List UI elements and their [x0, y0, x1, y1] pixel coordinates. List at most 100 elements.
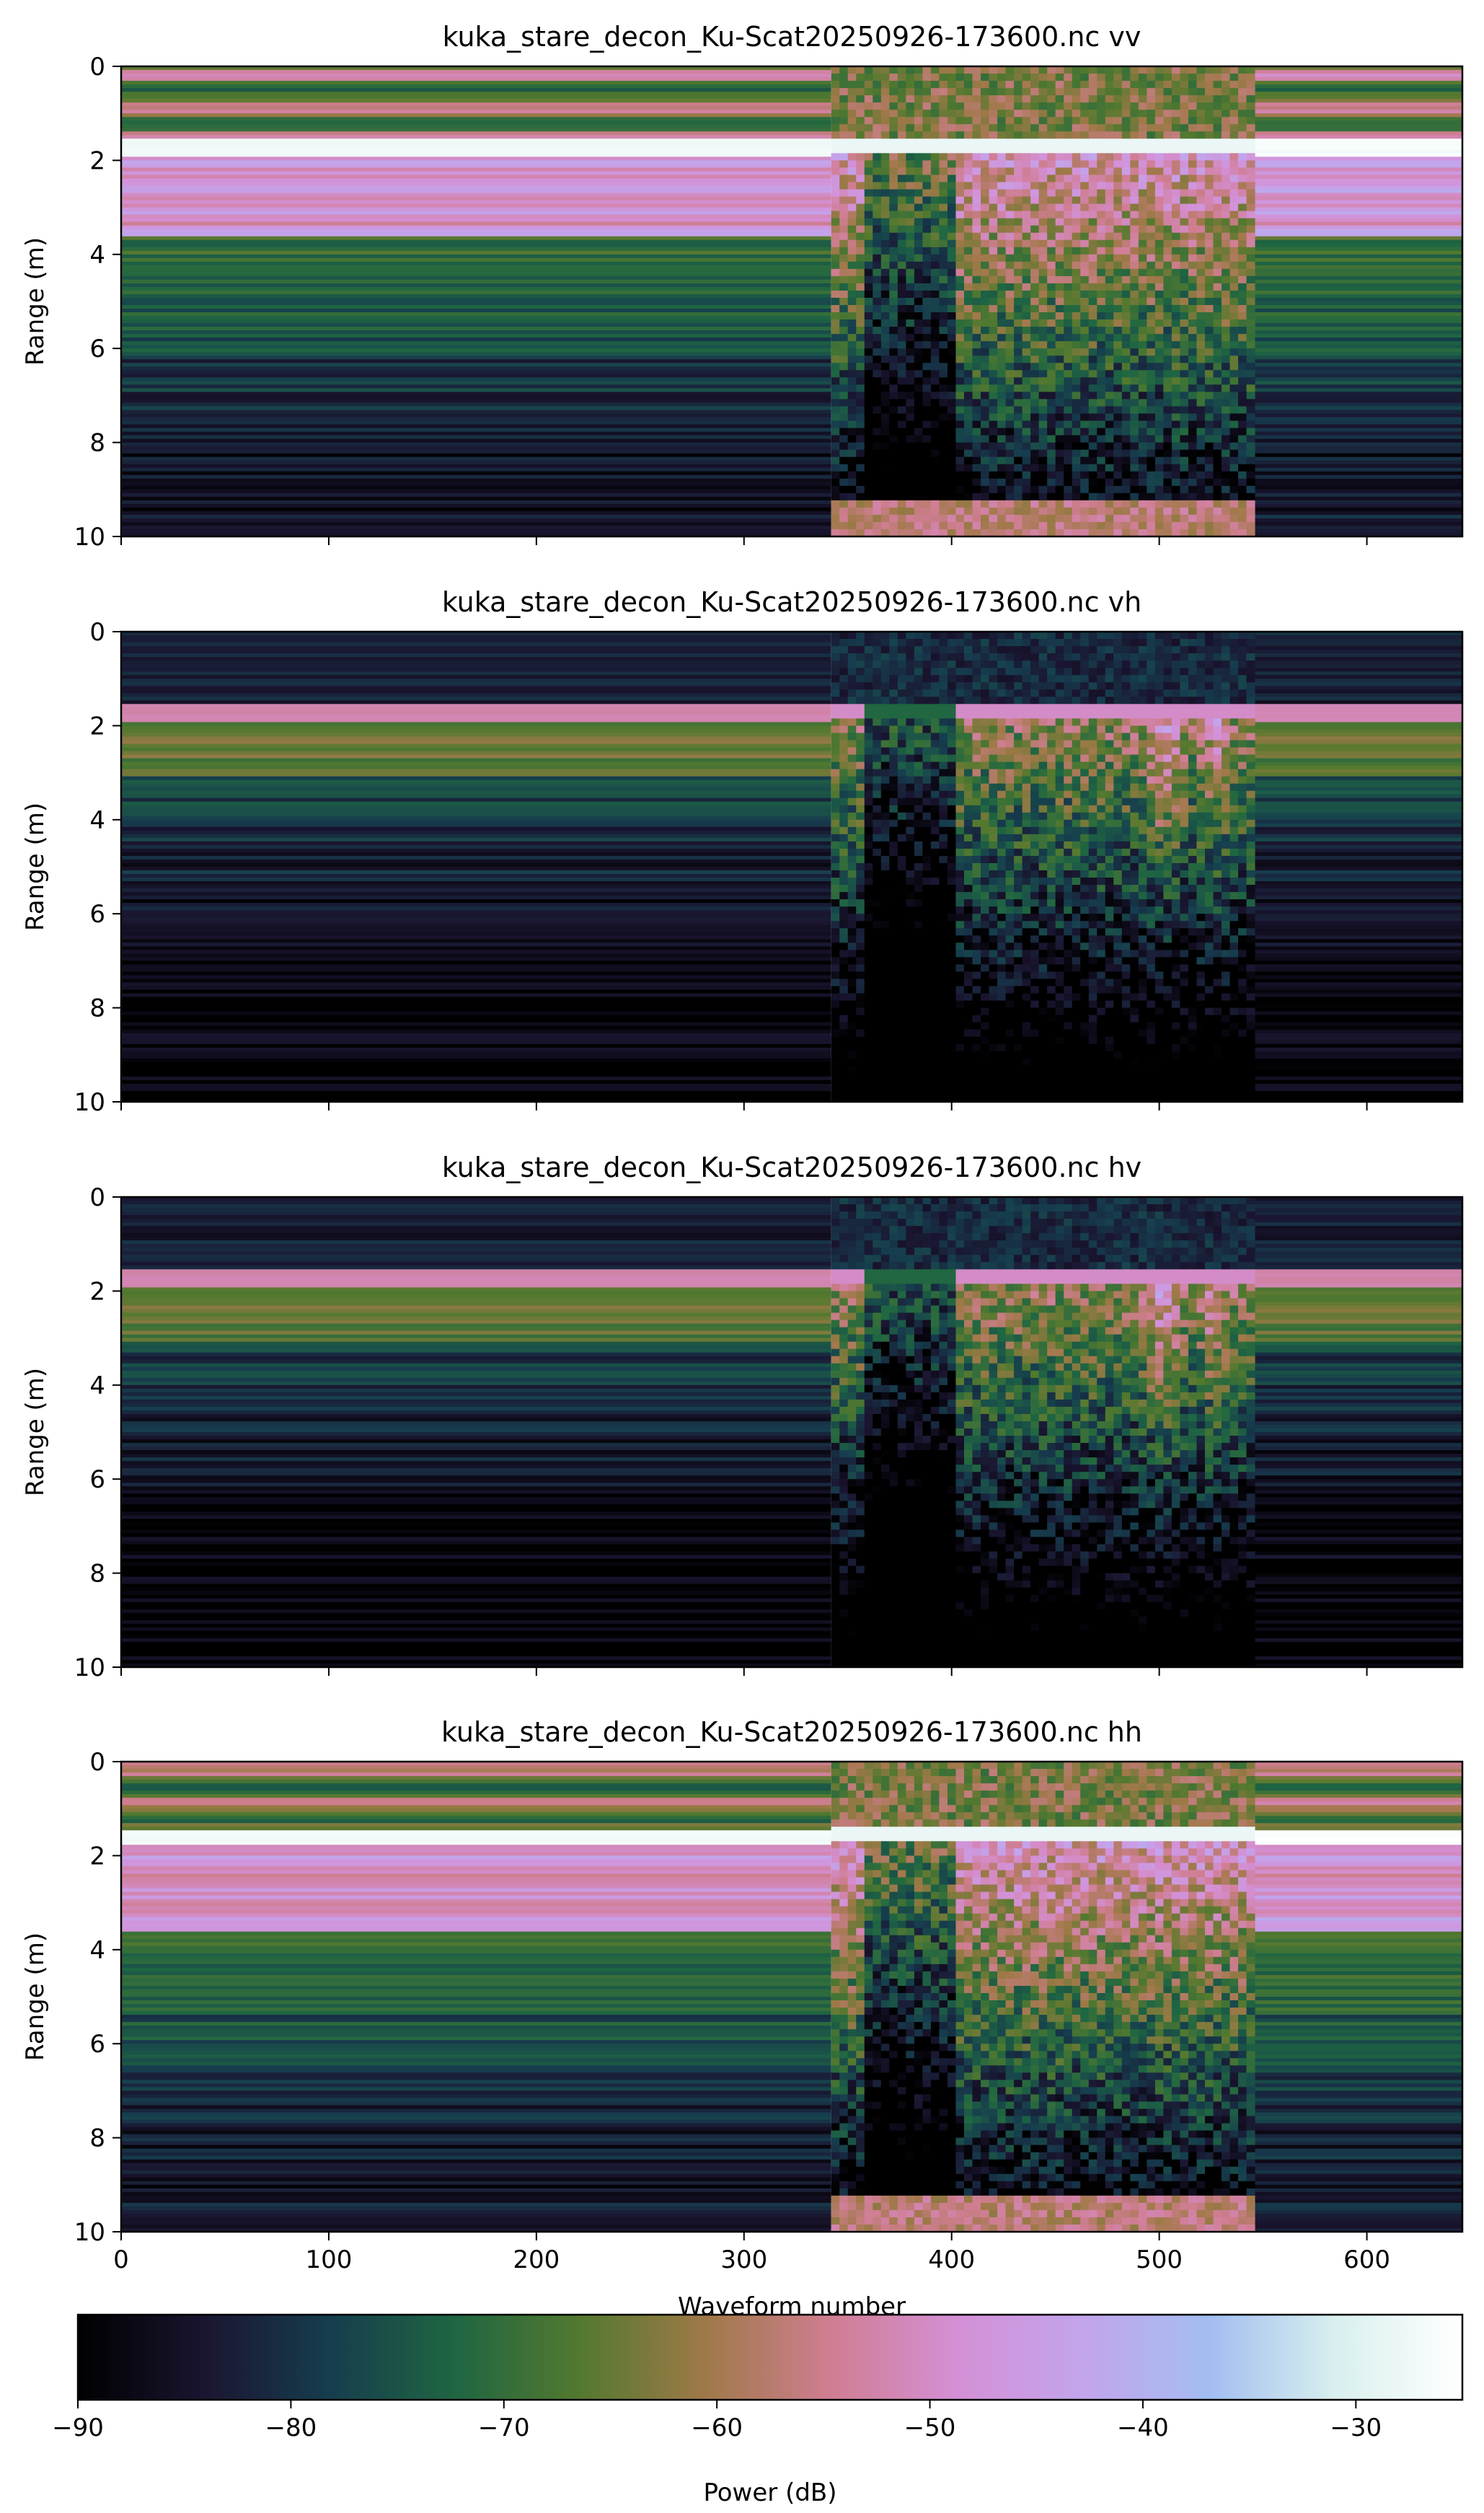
heatmap-cell [906, 819, 915, 828]
heatmap-cell [997, 160, 1007, 169]
heatmap-cell [1253, 704, 1462, 708]
heatmap-cell [972, 740, 981, 748]
heatmap-cell [914, 979, 923, 987]
heatmap-cell [914, 406, 923, 415]
heatmap-cell [922, 341, 932, 349]
heatmap-cell [1171, 493, 1180, 501]
heatmap-cell [873, 661, 882, 668]
heatmap-cell [1088, 203, 1097, 212]
heatmap-cell [831, 124, 840, 132]
heatmap-cell [1138, 485, 1147, 494]
heatmap-cell [1138, 95, 1147, 103]
heatmap-cell [914, 639, 923, 647]
heatmap-cell [989, 507, 998, 516]
heatmap-cell [955, 1000, 965, 1009]
heatmap-cell [939, 239, 948, 248]
heatmap-cell [873, 1058, 882, 1066]
heatmap-cell [1253, 355, 1462, 360]
heatmap-cell [121, 1036, 831, 1041]
heatmap-cell [906, 834, 915, 842]
heatmap-cell [1147, 406, 1156, 415]
heatmap-cell [839, 1065, 849, 1074]
heatmap-cell [856, 798, 865, 806]
heatmap-cell [856, 776, 865, 785]
heatmap-cell [1030, 399, 1040, 407]
heatmap-cell [955, 435, 965, 443]
heatmap-cell [1253, 275, 1462, 281]
heatmap-cell [839, 993, 849, 1002]
heatmap-cell [121, 953, 831, 958]
heatmap-cell [864, 957, 873, 966]
heatmap-cell [121, 682, 831, 686]
heatmap-cell [873, 906, 882, 914]
heatmap-cell [864, 1058, 873, 1066]
heatmap-cell [1064, 95, 1073, 103]
heatmap-cell [1030, 435, 1040, 443]
heatmap-cell [1064, 182, 1073, 190]
heatmap-cell [1022, 211, 1031, 219]
heatmap-cell [1204, 420, 1214, 429]
heatmap-cell [1180, 160, 1189, 169]
heatmap-cell [873, 428, 882, 436]
heatmap-cell [1238, 110, 1247, 118]
heatmap-cell [880, 348, 890, 356]
heatmap-cell [121, 635, 831, 640]
heatmap-cell [1188, 384, 1197, 392]
heatmap-cell [880, 275, 890, 284]
heatmap-cell [121, 924, 831, 929]
heatmap-cell [839, 1029, 849, 1038]
heatmap-cell [839, 892, 849, 900]
heatmap-cell [1253, 243, 1462, 248]
heatmap-cell [1014, 435, 1023, 443]
heatmap-cell [856, 1087, 865, 1095]
heatmap-cell [1238, 507, 1247, 516]
heatmap-cell [856, 819, 865, 828]
heatmap-cell [1038, 406, 1048, 415]
heatmap-cell [922, 783, 932, 792]
heatmap-cell [1154, 514, 1164, 523]
heatmap-cell [121, 381, 831, 385]
heatmap-cell [1154, 297, 1164, 306]
heatmap-cell [963, 485, 973, 494]
heatmap-cell [914, 341, 923, 349]
heatmap-cell [847, 160, 857, 169]
heatmap-cell [922, 993, 932, 1002]
heatmap-cell [121, 779, 831, 785]
heatmap-cell [1246, 305, 1255, 313]
heatmap-cell [1171, 239, 1180, 248]
heatmap-cell [873, 189, 882, 198]
heatmap-cell [1213, 406, 1222, 415]
heatmap-cell [873, 855, 882, 864]
heatmap-cell [1229, 485, 1239, 494]
heatmap-cell [972, 733, 981, 741]
heatmap-cell [1204, 305, 1214, 313]
heatmap-cell [955, 203, 965, 212]
heatmap-cell [897, 196, 906, 205]
heatmap-cell [1222, 218, 1231, 226]
heatmap-cell [1253, 297, 1462, 302]
heatmap-cell [121, 99, 831, 103]
heatmap-cell [1204, 110, 1214, 118]
heatmap-cell [121, 1072, 831, 1077]
heatmap-cell [864, 1043, 873, 1052]
heatmap-cell [897, 500, 906, 508]
heatmap-cell [1030, 485, 1040, 494]
heatmap-cell [864, 805, 873, 813]
heatmap-cell [839, 124, 849, 132]
heatmap-cell [889, 950, 898, 958]
heatmap-cell [1130, 319, 1139, 327]
heatmap-cell [1238, 124, 1247, 132]
heatmap-cell [1138, 471, 1147, 480]
heatmap-cell [955, 406, 965, 415]
heatmap-cell [889, 95, 898, 103]
heatmap-cell [1138, 239, 1147, 248]
heatmap-cell [1171, 175, 1180, 183]
heatmap-cell [889, 790, 898, 799]
heatmap-cell [1188, 305, 1197, 313]
heatmap-cell [1088, 420, 1097, 429]
heatmap-cell [889, 88, 898, 96]
heatmap-cell [864, 493, 873, 501]
heatmap-cell [1163, 297, 1172, 306]
heatmap-cell [847, 776, 857, 785]
heatmap-cell [1113, 420, 1123, 429]
